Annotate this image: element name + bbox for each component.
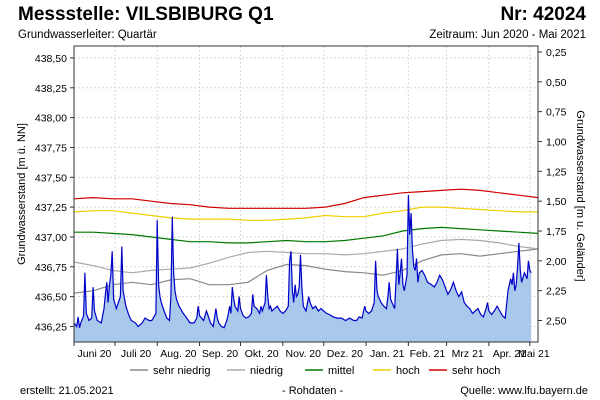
legend-label: sehr niedrig [153,365,210,377]
reference-lines [73,188,539,294]
series-line-sehr-niedrig [73,248,539,294]
y-tick-label-right: 1,25 [546,166,567,178]
y-tick-label-left: 437,50 [35,172,67,184]
station-number: Nr: 42024 [500,4,586,25]
water-level-series [73,195,532,342]
y-tick-label-left: 437,25 [35,202,67,214]
y-ticks-right: 0,25 0,50 0,75 1,00 1,25 1,50 1,75 2,00 2,25 2,50 [538,47,567,328]
series-line-hoch [73,206,538,221]
y-tick-label-right: 2,00 [546,256,567,268]
x-tick-label: Sep. 20 [202,348,238,360]
y-tick-label-left: 437,75 [35,142,67,154]
x-tick-label: Nov. 20 [286,348,322,360]
y-tick-label-right: 0,75 [546,107,567,119]
aquifer-label: Grundwasserleiter: Quartär [18,29,157,41]
series-line-mittel [74,226,539,244]
created-date: erstellt: 21.05.2021 [20,385,114,397]
legend-label: hoch [396,365,420,377]
station-title: Messstelle: VILSBIBURG Q1 [18,4,274,25]
x-tick-label: Dez. 20 [327,348,363,360]
y-tick-label-left: 438,25 [35,83,67,95]
y-tick-label-left: 436,25 [35,321,67,333]
x-tick-label: Jan. 21 [370,348,405,360]
source-link[interactable]: Quelle: www.lfu.bayern.de [460,385,588,397]
x-tick-label: Mrz 21 [452,348,484,360]
raw-data-label: - Rohdaten - [282,385,344,397]
y-tick-label-left: 436,50 [35,292,67,304]
series-line-sehr-hoch [73,188,539,209]
x-tick-label: Juni 20 [78,348,112,360]
legend: sehr niedrig niedrig mittel hoch sehr hoch [130,365,500,377]
legend-label: mittel [328,365,354,377]
y-tick-label-right: 1,50 [546,196,567,208]
y-tick-label-right: 2,50 [546,316,567,328]
period-label: Zeitraum: Jun 2020 - Mai 2021 [429,29,586,41]
x-tick-label: Juli 20 [121,348,152,360]
x-ticks: Juni 20 Juli 20 Aug. 20 Sep. 20 Okt. 20 Nov. … [73,342,550,360]
y-tick-label-left: 438,50 [35,53,67,65]
y-ticks-left: 438,50 438,25 438,00 437,75 437,50 437,25 437,… [35,53,74,333]
y-tick-label-left: 438,00 [35,113,67,125]
y-tick-label-right: 1,75 [546,226,567,238]
y-axis-label-left: Grundwasserstand [m ü. NN] [16,123,28,265]
legend-label: niedrig [250,365,283,377]
legend-label: sehr hoch [452,365,500,377]
x-tick-label: Mai 21 [518,348,550,360]
y-tick-label-right: 1,00 [546,136,567,148]
y-tick-label-right: 0,50 [546,77,567,89]
x-tick-label: Feb. 21 [410,348,446,360]
grid-lines [73,46,538,342]
water-level-line [73,195,532,329]
x-tick-label: Apr. 21 [493,348,526,360]
y-tick-label-left: 436,75 [35,262,67,274]
x-tick-label: Okt. 20 [245,348,279,360]
plot-frame [73,45,539,343]
y-tick-label-left: 437,00 [35,232,67,244]
y-tick-label-right: 0,25 [546,47,567,59]
x-tick-label: Aug. 20 [160,348,196,360]
y-axis-label-right: Grundwasserstand [m u. Geländer] [574,110,586,281]
y-tick-label-right: 2,25 [546,286,567,298]
series-line-niedrig [73,238,539,274]
water-level-area [74,195,532,342]
